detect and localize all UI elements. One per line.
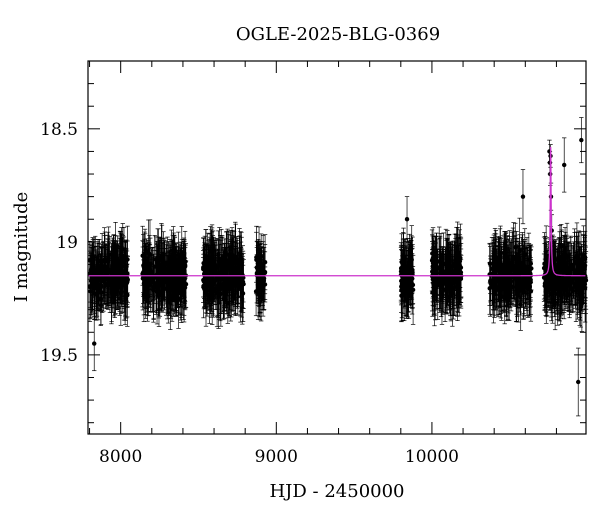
data-point xyxy=(88,274,93,309)
marker xyxy=(154,284,160,290)
marker xyxy=(159,263,164,268)
marker xyxy=(175,283,180,289)
marker xyxy=(92,274,97,279)
marker xyxy=(162,276,167,282)
marker xyxy=(261,271,266,276)
marker xyxy=(119,274,124,279)
chart-title: OGLE-2025-BLG-0369 xyxy=(236,24,440,45)
marker xyxy=(102,264,108,269)
data-point xyxy=(124,248,129,285)
marker xyxy=(407,267,412,272)
marker xyxy=(405,286,410,292)
marker xyxy=(110,266,115,271)
marker xyxy=(201,283,206,289)
marker xyxy=(219,261,224,267)
marker xyxy=(258,284,264,289)
marker xyxy=(172,269,177,274)
data-point xyxy=(94,257,99,304)
data-point xyxy=(115,235,120,307)
marker xyxy=(165,282,171,288)
marker xyxy=(147,263,152,269)
data-point xyxy=(119,238,125,304)
marker xyxy=(210,278,216,283)
marker xyxy=(94,278,99,283)
data-point xyxy=(99,246,104,298)
data-point xyxy=(125,271,130,318)
marker xyxy=(105,258,110,263)
marker xyxy=(88,289,93,294)
marker xyxy=(124,264,129,269)
marker xyxy=(182,263,188,268)
marker xyxy=(119,268,125,274)
marker xyxy=(229,260,234,266)
marker xyxy=(448,294,453,299)
marker xyxy=(452,278,457,283)
marker xyxy=(432,290,437,295)
marker xyxy=(239,282,244,288)
marker xyxy=(177,262,183,267)
data-point xyxy=(89,252,94,287)
data-point xyxy=(102,231,108,302)
marker xyxy=(151,287,156,293)
marker xyxy=(89,266,94,272)
marker xyxy=(256,266,262,271)
marker xyxy=(141,292,147,297)
marker xyxy=(98,277,104,283)
marker xyxy=(201,279,207,284)
marker xyxy=(227,287,232,292)
marker xyxy=(99,269,104,275)
marker xyxy=(125,292,130,297)
marker xyxy=(254,270,260,276)
marker xyxy=(182,270,187,276)
marker xyxy=(104,269,110,275)
marker xyxy=(208,257,213,263)
marker xyxy=(233,270,238,275)
marker xyxy=(409,281,415,287)
data-layer xyxy=(87,117,589,417)
marker xyxy=(115,268,120,274)
data-point xyxy=(110,240,115,296)
data-point xyxy=(104,249,110,295)
marker xyxy=(146,275,151,281)
marker xyxy=(235,265,241,271)
